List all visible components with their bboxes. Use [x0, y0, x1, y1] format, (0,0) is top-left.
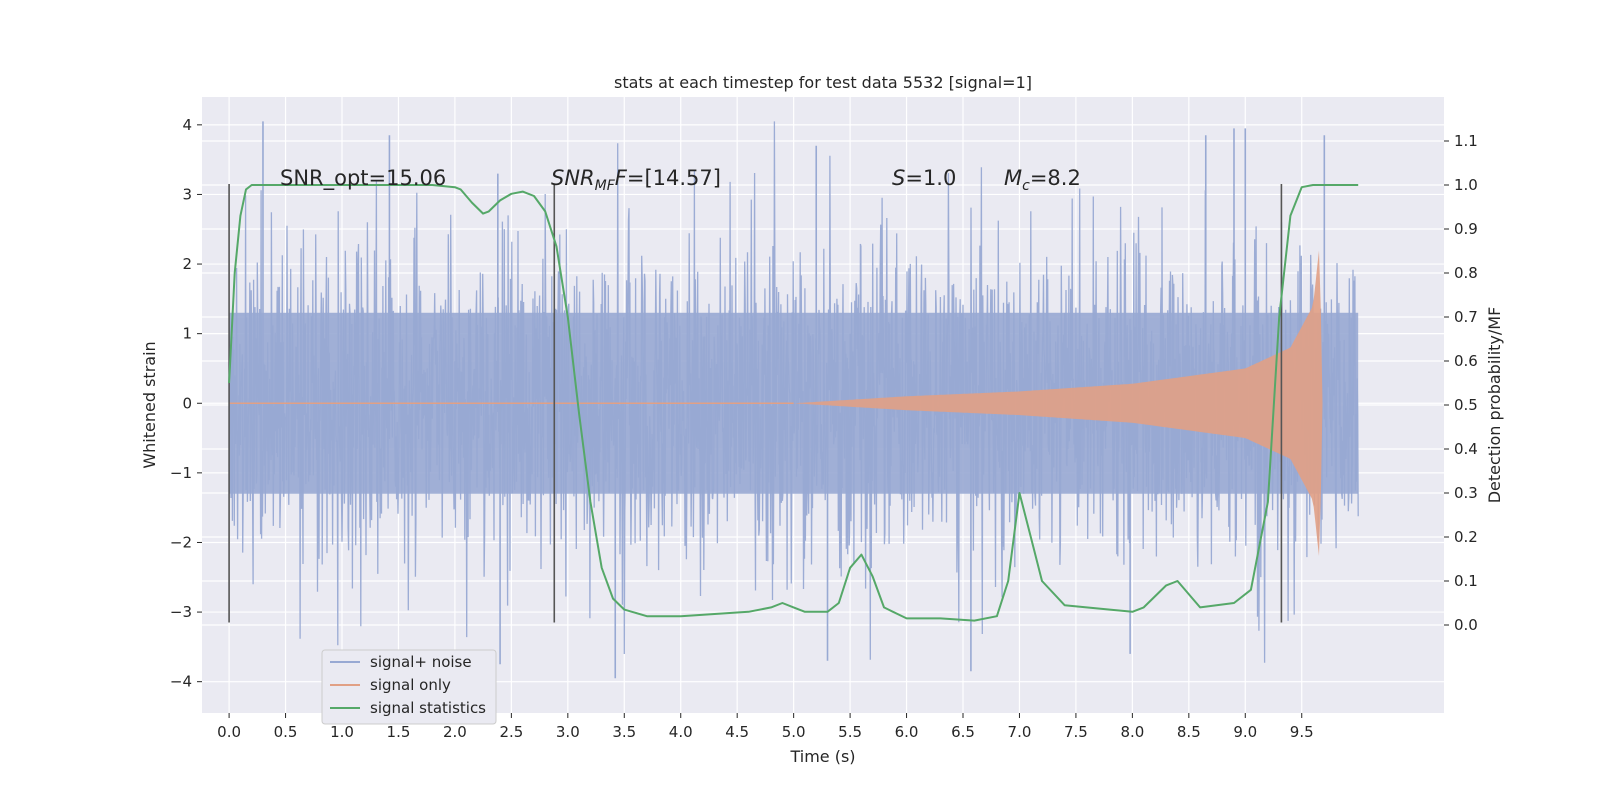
snr-mf-sub: MF — [595, 178, 616, 194]
signal-only-envelope — [793, 250, 1325, 556]
y-tick-label: 0 — [182, 394, 192, 412]
x-tick-label: 7.5 — [1064, 723, 1088, 741]
y2-tick-label: 0.0 — [1454, 616, 1478, 634]
series-signal-statistics — [228, 184, 1359, 622]
y-tick-label: 1 — [182, 325, 192, 343]
x-tick-label: 3.5 — [612, 723, 636, 741]
y2-tick-label: 0.6 — [1454, 352, 1478, 370]
mc-value: =8.2 — [1030, 166, 1081, 190]
y2-tick-label: 0.4 — [1454, 440, 1478, 458]
snr-mf-italic: F — [615, 166, 628, 190]
y2-axis-ticks: 0.0 0.1 0.2 0.3 0.4 0.5 0.6 0.7 0.8 0.9 1.0 1.1 — [1444, 132, 1478, 634]
snr-mf-base: SNR — [551, 166, 595, 190]
y2-tick-label: 0.7 — [1454, 308, 1478, 326]
x-tick-label: 2.0 — [443, 723, 467, 741]
mc-sub: c — [1022, 178, 1030, 194]
y2-tick-label: 1.1 — [1454, 132, 1478, 150]
series-signal-only — [229, 250, 1325, 556]
mc-symbol: M — [1004, 166, 1022, 190]
y2-tick-label: 0.3 — [1454, 484, 1478, 502]
x-tick-label: 8.0 — [1120, 723, 1144, 741]
y2-tick-label: 0.1 — [1454, 572, 1478, 590]
y2-tick-label: 1.0 — [1454, 176, 1478, 194]
y2-tick-label: 0.2 — [1454, 528, 1478, 546]
y-tick-label: −3 — [170, 603, 192, 621]
annotation-snr-mf: SNRMFF=[14.57] — [551, 166, 721, 194]
x-tick-label: 6.5 — [951, 723, 975, 741]
y2-tick-label: 0.9 — [1454, 220, 1478, 238]
x-tick-label: 5.0 — [782, 723, 806, 741]
x-tick-label: 0.0 — [217, 723, 241, 741]
y-tick-label: −1 — [170, 464, 192, 482]
x-axis-title: Time (s) — [789, 747, 855, 766]
y-tick-label: 2 — [182, 255, 192, 273]
x-tick-label: 3.0 — [556, 723, 580, 741]
legend: signal+ noise signal only signal statist… — [321, 649, 497, 725]
legend-label-signal-statistics: signal statistics — [370, 699, 486, 717]
y2-tick-label: 0.5 — [1454, 396, 1478, 414]
x-tick-label: 6.0 — [895, 723, 919, 741]
legend-label-signal-only: signal only — [370, 676, 451, 694]
y-tick-label: −4 — [170, 673, 192, 691]
x-tick-label: 5.5 — [838, 723, 862, 741]
x-axis-ticks: 0.0 0.5 1.0 1.5 2.0 2.5 3.0 3.5 4.0 4.5 5.0 5.5 6.0 6… — [217, 713, 1314, 741]
x-tick-label: 9.5 — [1290, 723, 1314, 741]
plot-area — [228, 121, 1359, 679]
signal-statistics-line — [228, 184, 1359, 622]
x-tick-label: 9.0 — [1233, 723, 1257, 741]
x-tick-label: 7.0 — [1008, 723, 1032, 741]
annotation-snr-opt: SNR_opt=15.06 — [280, 166, 446, 191]
s-symbol: S — [892, 166, 905, 190]
y-axis-title: Whitened strain — [140, 341, 159, 468]
legend-label-signal-noise: signal+ noise — [370, 653, 472, 671]
y-axis-ticks: −4 −3 −2 −1 0 1 2 3 4 — [170, 116, 202, 691]
y2-axis-title: Detection probability/MF — [1485, 307, 1504, 504]
x-tick-label: 4.0 — [669, 723, 693, 741]
y-tick-label: 3 — [182, 185, 192, 203]
vertical-markers — [228, 184, 1283, 623]
x-tick-label: 4.5 — [725, 723, 749, 741]
snr-mf-value: =[14.57] — [627, 166, 721, 190]
x-tick-label: 1.0 — [330, 723, 354, 741]
legend-box — [321, 649, 497, 725]
s-value: =1.0 — [905, 166, 956, 190]
x-tick-label: 1.5 — [387, 723, 411, 741]
x-tick-label: 2.5 — [499, 723, 523, 741]
chart-title: stats at each timestep for test data 553… — [614, 73, 1032, 92]
annotation-s: S=1.0 — [892, 166, 956, 190]
x-tick-label: 8.5 — [1177, 723, 1201, 741]
y-tick-label: −2 — [170, 533, 192, 551]
annotation-mc: Mc=8.2 — [1004, 166, 1081, 194]
y2-tick-label: 0.8 — [1454, 264, 1478, 282]
x-tick-label: 0.5 — [274, 723, 298, 741]
y-tick-label: 4 — [182, 116, 192, 134]
